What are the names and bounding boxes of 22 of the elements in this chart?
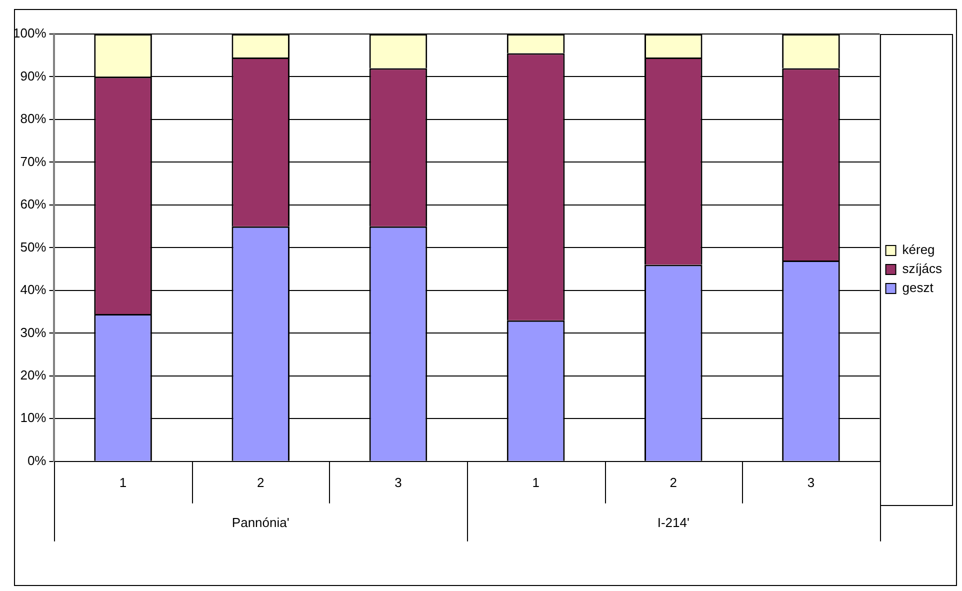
y-tick-label: 100% bbox=[13, 26, 47, 41]
legend-label: kéreg bbox=[902, 242, 935, 258]
x-tick-label: 1 bbox=[532, 474, 540, 490]
x-tick-label: 2 bbox=[257, 474, 264, 490]
y-tick-label: 30% bbox=[20, 324, 47, 340]
x-tick-label: 2 bbox=[670, 474, 678, 490]
text: I-214' bbox=[657, 514, 690, 530]
y-tick-label: 90% bbox=[20, 68, 47, 84]
x-tick-label: 1 bbox=[119, 474, 127, 490]
x-tick-label: 3 bbox=[394, 474, 402, 490]
y-tick-label: 60% bbox=[20, 196, 47, 212]
legend-label: szíjács bbox=[902, 261, 942, 276]
y-tick-label: 50% bbox=[20, 239, 47, 254]
text: Pannónia' bbox=[232, 514, 290, 530]
y-tick-label: 20% bbox=[20, 368, 47, 382]
legend-label: geszt bbox=[902, 280, 934, 296]
y-tick-label: 40% bbox=[20, 282, 47, 298]
x-tick-label: 3 bbox=[807, 474, 815, 490]
y-tick-label: 0% bbox=[27, 452, 47, 468]
y-tick-label: 10% bbox=[20, 410, 47, 426]
y-tick-label: 70% bbox=[20, 154, 47, 169]
y-tick-label: 80% bbox=[20, 111, 47, 126]
